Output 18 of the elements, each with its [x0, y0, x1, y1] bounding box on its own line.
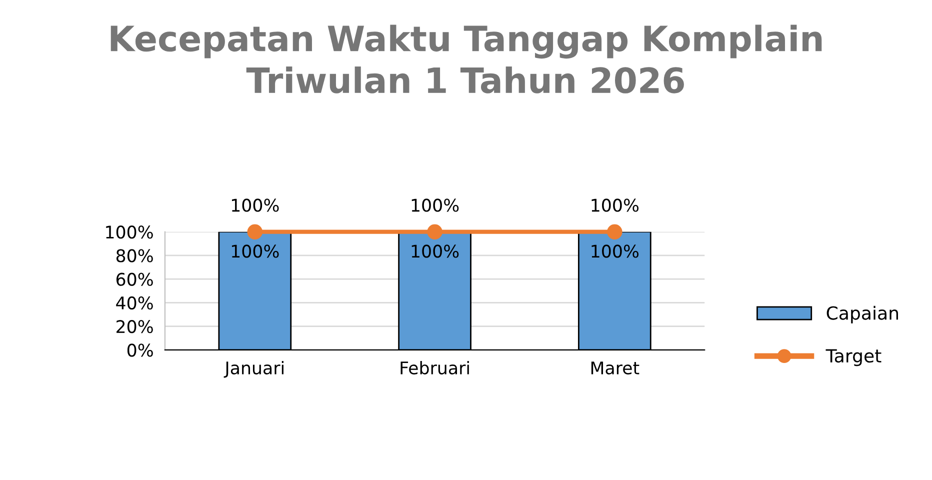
x-tick-label: Maret [591, 362, 640, 374]
data-label: 100% [592, 198, 639, 212]
data-label: 100% [232, 198, 279, 212]
data-label: 100% [592, 244, 639, 258]
x-tick-label: Januari [224, 361, 284, 378]
chart-title: Kecepatan Waktu Tanggap Komplain Triwulan 1 Tahun 2026 [110, 24, 822, 94]
y-tick-label: 40% [116, 296, 153, 310]
data-label: 100% [232, 244, 279, 258]
y-tick-label: 20% [116, 320, 153, 334]
legend-label: Capaian [826, 306, 898, 324]
data-label: 100% [412, 198, 459, 212]
y-tick-label: 100% [106, 226, 153, 239]
legend-label: Target [826, 349, 882, 366]
y-tick-label: 80% [116, 249, 153, 262]
x-tick-label: Februari [400, 361, 469, 374]
y-tick-label: 60% [116, 272, 153, 286]
y-tick-label: 0% [127, 344, 153, 357]
data-label: 100% [412, 244, 459, 258]
